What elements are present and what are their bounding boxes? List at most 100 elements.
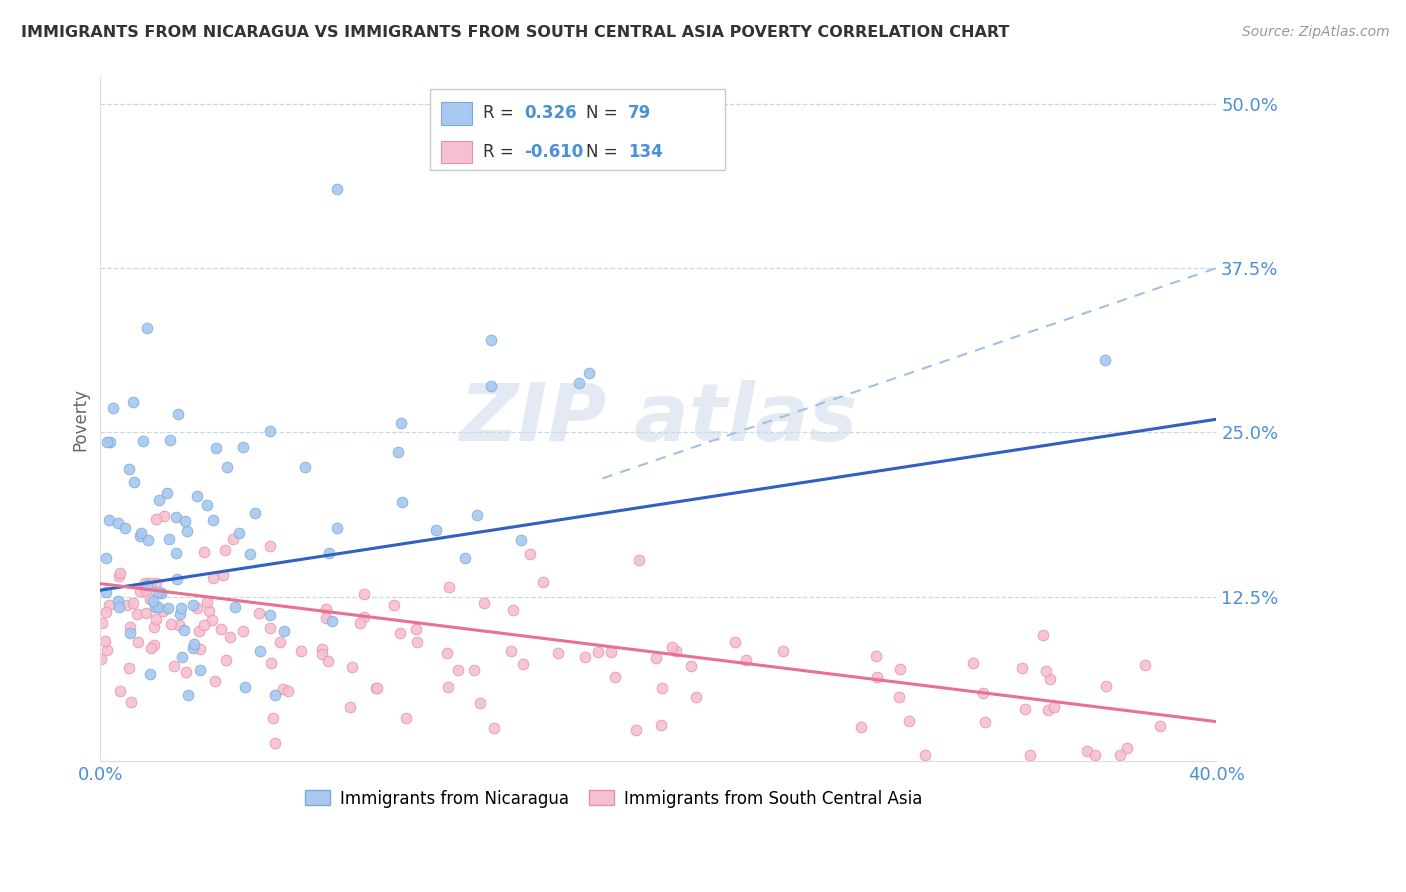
Point	[135, 584, 157, 599]
Point	[547, 646, 569, 660]
Point	[326, 182, 349, 196]
Point	[1043, 699, 1066, 714]
Point	[195, 594, 218, 608]
Point	[889, 690, 911, 705]
Point	[290, 644, 312, 658]
Point	[114, 521, 136, 535]
Point	[129, 583, 152, 598]
Point	[122, 475, 145, 489]
Point	[143, 600, 166, 615]
Point	[472, 596, 495, 610]
Point	[149, 586, 172, 600]
Point	[318, 546, 340, 560]
Point	[395, 711, 418, 725]
Point	[96, 643, 118, 657]
Point	[108, 566, 131, 580]
Point	[605, 670, 627, 684]
Point	[600, 645, 623, 659]
Point	[215, 459, 238, 474]
Point	[101, 401, 124, 416]
Text: 79: 79	[628, 104, 651, 122]
Point	[170, 650, 193, 665]
Point	[1149, 719, 1171, 733]
Point	[479, 334, 502, 348]
Point	[644, 650, 666, 665]
Text: 134: 134	[628, 143, 664, 161]
Point	[665, 644, 688, 658]
Point	[142, 593, 165, 607]
Text: 0.326: 0.326	[524, 104, 576, 122]
Point	[849, 720, 872, 734]
Point	[201, 571, 224, 585]
Point	[628, 552, 651, 566]
Point	[197, 604, 219, 618]
Point	[482, 721, 505, 735]
FancyBboxPatch shape	[430, 89, 725, 169]
Point	[1076, 744, 1098, 758]
Point	[173, 623, 195, 637]
Point	[661, 640, 683, 655]
Point	[127, 634, 149, 648]
Point	[387, 444, 409, 458]
Point	[259, 621, 281, 635]
Point	[406, 635, 429, 649]
Point	[118, 462, 141, 476]
Point	[232, 624, 254, 639]
Point	[326, 521, 349, 535]
Point	[167, 407, 190, 421]
Point	[1094, 353, 1116, 368]
Point	[425, 523, 447, 537]
Point	[574, 649, 596, 664]
Point	[145, 576, 167, 591]
Point	[219, 630, 242, 644]
Point	[138, 666, 160, 681]
Point	[143, 620, 166, 634]
Point	[650, 718, 672, 732]
Point	[233, 680, 256, 694]
Bar	[440, 102, 472, 125]
Point	[735, 653, 758, 667]
Point	[294, 459, 316, 474]
Point	[120, 626, 142, 640]
Point	[132, 434, 155, 448]
Point	[159, 617, 181, 632]
Point	[118, 620, 141, 634]
Point	[165, 509, 187, 524]
Point	[145, 512, 167, 526]
Point	[264, 737, 287, 751]
Point	[263, 689, 285, 703]
Point	[156, 600, 179, 615]
Point	[437, 580, 460, 594]
Point	[1014, 702, 1036, 716]
Text: R =: R =	[484, 143, 519, 161]
Point	[204, 441, 226, 455]
Point	[139, 591, 162, 606]
Point	[914, 747, 936, 762]
Point	[165, 546, 187, 560]
Point	[107, 593, 129, 607]
Point	[247, 606, 270, 620]
Point	[245, 506, 267, 520]
Point	[96, 605, 118, 619]
Point	[117, 661, 139, 675]
Text: Source: ZipAtlas.com: Source: ZipAtlas.com	[1241, 25, 1389, 39]
Point	[94, 584, 117, 599]
Point	[447, 663, 470, 677]
Point	[166, 572, 188, 586]
Point	[186, 489, 208, 503]
Point	[353, 587, 375, 601]
Point	[193, 545, 215, 559]
Point	[339, 700, 361, 714]
Text: ZIP atlas: ZIP atlas	[460, 380, 858, 458]
Point	[239, 547, 262, 561]
Point	[228, 525, 250, 540]
Point	[866, 670, 889, 684]
Point	[98, 434, 121, 449]
Point	[366, 681, 388, 695]
Point	[212, 568, 235, 582]
Point	[143, 638, 166, 652]
Point	[90, 616, 112, 631]
Point	[107, 516, 129, 531]
Point	[273, 624, 295, 639]
Legend: Immigrants from Nicaragua, Immigrants from South Central Asia: Immigrants from Nicaragua, Immigrants fr…	[298, 783, 929, 814]
